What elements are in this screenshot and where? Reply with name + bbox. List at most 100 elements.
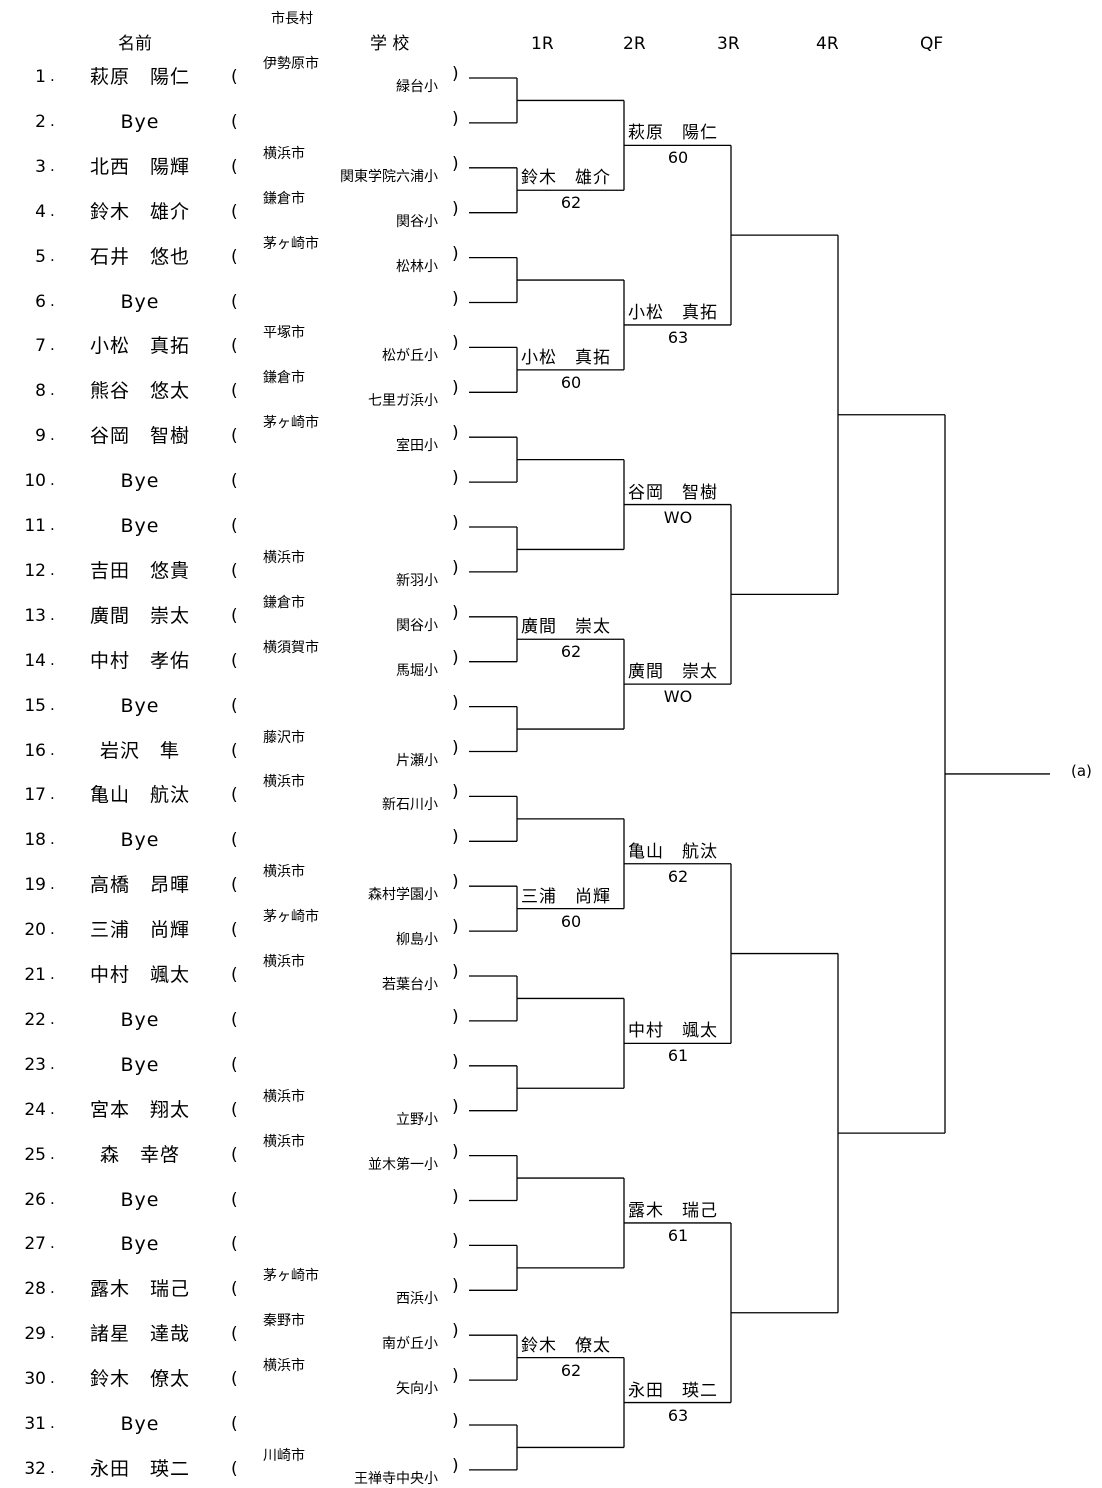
number-dot: .: [50, 1009, 55, 1028]
r2-winner-name: 永田 瑛二: [628, 1380, 718, 1401]
player-number: 9: [35, 426, 46, 447]
r2-winner-score: WO: [663, 507, 693, 527]
open-paren: (: [231, 1414, 238, 1434]
number-dot: .: [50, 336, 55, 355]
player-name: Bye: [120, 110, 160, 133]
player-number: 32: [24, 1458, 46, 1479]
r1-winner-score: 60: [560, 372, 582, 392]
close-paren: ): [452, 378, 459, 399]
r2-winner-name: 廣間 崇太: [628, 662, 718, 683]
player-school: 南が丘小: [382, 1336, 438, 1353]
number-dot: .: [50, 471, 55, 490]
number-dot: .: [50, 1144, 55, 1163]
player-name: 鈴木 雄介: [89, 200, 190, 223]
r2-winner-score: 62: [667, 866, 689, 886]
open-paren: (: [231, 471, 238, 492]
player-name: 岩沢 隼: [99, 739, 180, 762]
open-paren: (: [231, 1458, 238, 1479]
close-paren: ): [452, 692, 459, 713]
player-name: 熊谷 悠太: [89, 380, 190, 403]
player-number: 11: [24, 516, 46, 536]
player-school: 関谷小: [396, 213, 438, 230]
player-number: 10: [24, 471, 46, 492]
player-name: 高橋 昂暉: [89, 874, 190, 897]
player-name: 北西 陽輝: [89, 155, 190, 178]
player-name: Bye: [120, 515, 160, 537]
open-paren: (: [231, 291, 238, 312]
close-paren: ): [452, 782, 459, 803]
close-paren: ): [452, 64, 459, 84]
number-dot: .: [50, 246, 55, 265]
player-name: 露木 瑞己: [89, 1278, 190, 1301]
open-paren: (: [231, 830, 238, 851]
open-paren: (: [231, 1189, 238, 1210]
player-school: 若葉台小: [382, 977, 438, 993]
player-number: 16: [24, 740, 46, 761]
player-number: 6: [35, 291, 46, 312]
r2-winner-score: 61: [667, 1225, 689, 1245]
number-dot: .: [50, 830, 55, 849]
open-paren: (: [231, 1009, 238, 1030]
round-header-2r: 2R: [623, 34, 646, 54]
open-paren: (: [231, 1279, 238, 1300]
player-name: 石井 悠也: [89, 245, 190, 268]
number-dot: .: [50, 156, 55, 175]
player-city: 横浜市: [263, 1358, 305, 1375]
player-name: 宮本 翔太: [89, 1098, 190, 1121]
close-paren: ): [452, 602, 459, 623]
number-dot: .: [50, 291, 55, 310]
r2-winner-score: 60: [667, 148, 689, 168]
player-name: Bye: [120, 470, 160, 493]
player-school: 松が丘小: [382, 348, 438, 365]
player-name: Bye: [120, 290, 160, 313]
player-name: 永田 瑛二: [89, 1457, 190, 1480]
r2-winner-name: 萩原 陽仁: [628, 123, 718, 144]
close-paren: ): [452, 1186, 459, 1207]
player-number: 13: [24, 605, 46, 626]
open-paren: (: [231, 381, 238, 402]
number-dot: .: [50, 381, 55, 400]
player-number: 23: [24, 1054, 46, 1075]
player-name: 諸星 達哉: [89, 1323, 190, 1346]
close-paren: ): [452, 1051, 459, 1072]
r2-winner-name: 中村 颯太: [628, 1021, 718, 1042]
player-number: 29: [24, 1324, 46, 1345]
player-name: 三浦 尚輝: [89, 919, 190, 942]
r1-winner-name: 小松 真拓: [521, 347, 611, 368]
close-paren: ): [452, 1231, 459, 1252]
open-paren: (: [231, 920, 238, 941]
player-school: 立野小: [396, 1111, 438, 1128]
player-school: 馬堀小: [396, 662, 438, 679]
number-dot: .: [50, 1458, 55, 1477]
number-dot: .: [50, 426, 55, 445]
player-number: 3: [35, 156, 46, 177]
round-header-1r: 1R: [531, 34, 554, 54]
name-header: 名前: [118, 34, 152, 54]
close-paren: ): [452, 917, 459, 938]
number-dot: .: [50, 695, 55, 714]
number-dot: .: [50, 605, 55, 624]
r2-winner-name: 亀山 航汰: [628, 841, 718, 862]
number-dot: .: [50, 560, 55, 579]
close-paren: ): [452, 513, 459, 533]
close-paren: ): [452, 468, 459, 489]
r2-winner-score: 63: [667, 327, 689, 347]
close-paren: ): [452, 1006, 459, 1027]
number-dot: .: [50, 516, 55, 534]
r1-winner-name: 鈴木 雄介: [521, 168, 611, 189]
player-number: 25: [24, 1144, 46, 1165]
open-paren: (: [231, 650, 238, 671]
player-school: 片瀬小: [396, 752, 438, 769]
close-paren: ): [452, 198, 459, 219]
player-name: Bye: [120, 1008, 160, 1031]
player-number: 30: [24, 1369, 46, 1390]
player-name: 谷岡 智樹: [89, 425, 190, 448]
player-school: 新羽小: [396, 572, 438, 589]
r1-winner-name: 三浦 尚輝: [521, 886, 611, 907]
close-paren: ): [452, 243, 459, 264]
player-number: 12: [24, 560, 46, 581]
player-city: 横浜市: [263, 1133, 305, 1150]
player-city: 茅ヶ崎市: [263, 909, 319, 926]
player-city: 鎌倉市: [263, 370, 305, 387]
close-paren: ): [452, 1321, 459, 1342]
